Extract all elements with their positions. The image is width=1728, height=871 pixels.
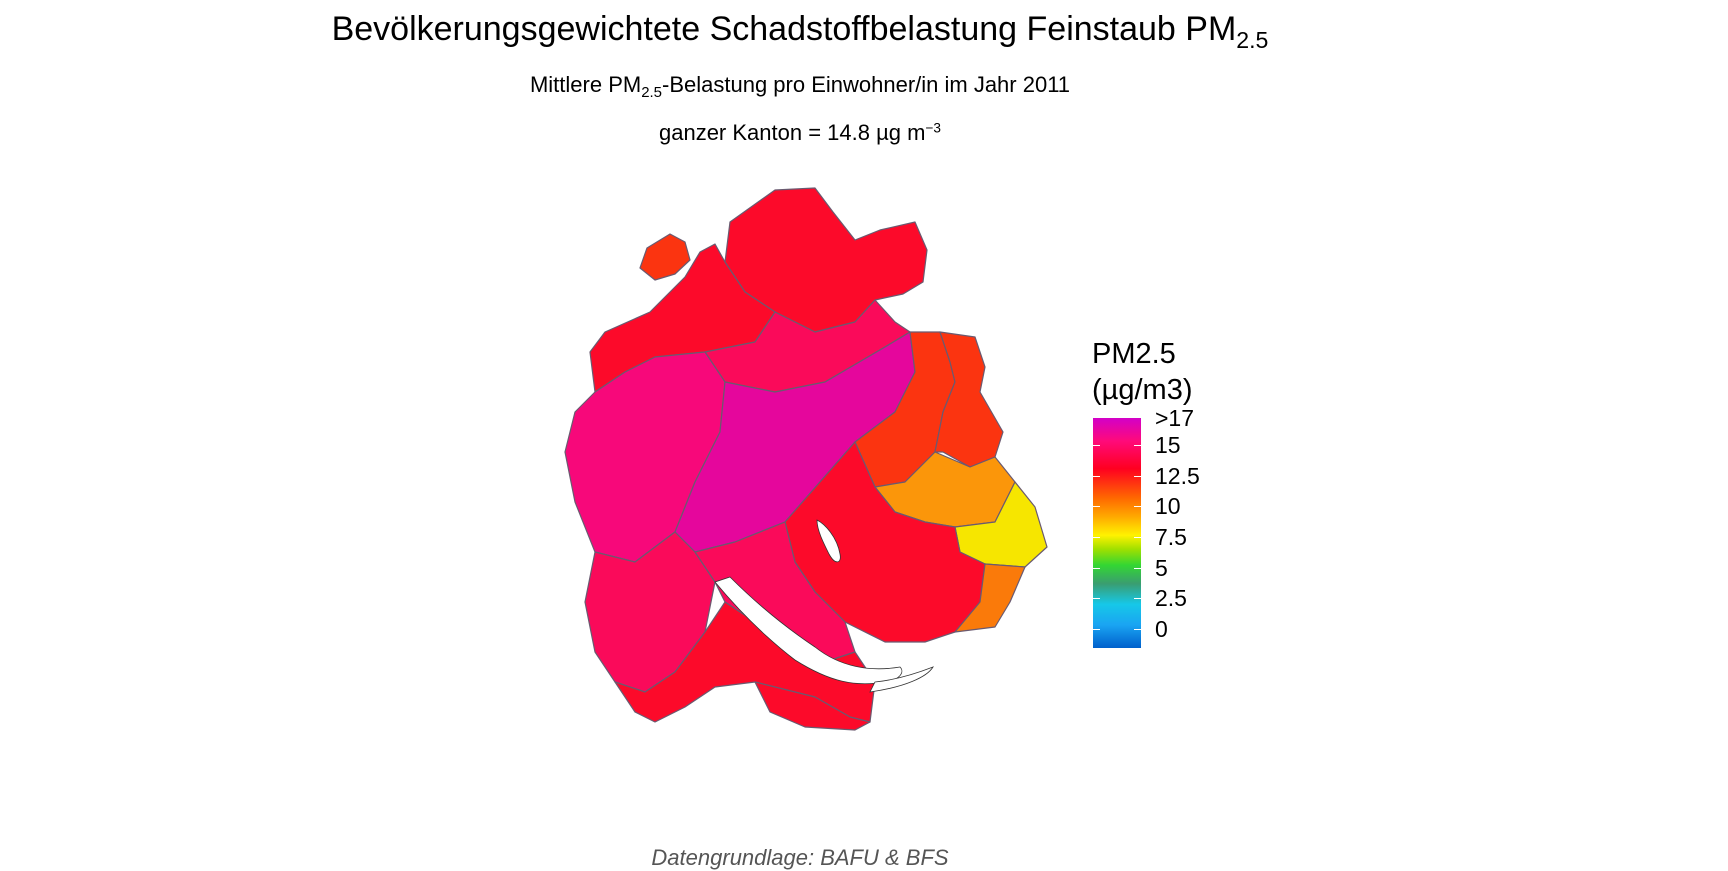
canton-outline bbox=[564, 187, 1048, 731]
legend-tick bbox=[1093, 444, 1141, 446]
legend-label: 5 bbox=[1155, 554, 1168, 581]
region-southeast bbox=[954, 563, 1026, 633]
legend-tick bbox=[1093, 628, 1141, 630]
region-northwest-tip bbox=[639, 233, 691, 281]
legend-tick bbox=[1093, 475, 1141, 477]
region-south-tip bbox=[754, 681, 871, 731]
legend-label: 2.5 bbox=[1155, 585, 1187, 612]
canton-average: ganzer Kanton = 14.8 µg m−3 bbox=[658, 120, 941, 145]
lake-obersee-outline bbox=[869, 666, 934, 693]
legend-label: >17 bbox=[1155, 405, 1195, 431]
legend-colorbar bbox=[1093, 418, 1141, 648]
legend-tick bbox=[1093, 598, 1141, 600]
legend-label: 0 bbox=[1155, 615, 1168, 642]
legend-label: 15 bbox=[1155, 431, 1181, 458]
legend-tick bbox=[1093, 506, 1141, 508]
legend-tick bbox=[1093, 536, 1141, 538]
map-title: Bevölkerungsgewichtete Schadstoffbelastu… bbox=[331, 10, 1269, 54]
data-source-caption: Datengrundlage: BAFU & BFS bbox=[651, 845, 949, 870]
map-subtitle: Mittlere PM2.5-Belastung pro Einwohner/i… bbox=[529, 72, 1071, 102]
legend-label: 7.5 bbox=[1155, 523, 1187, 550]
legend-label: 12.5 bbox=[1155, 462, 1200, 489]
lake-greifensee bbox=[816, 519, 841, 563]
legend-label: 10 bbox=[1155, 493, 1181, 520]
lake-zurich bbox=[714, 576, 903, 685]
legend-tick bbox=[1093, 567, 1141, 569]
legend-title: PM2.5 (µg/m3) bbox=[1092, 338, 1193, 406]
canton-choropleth-map bbox=[564, 187, 1048, 731]
